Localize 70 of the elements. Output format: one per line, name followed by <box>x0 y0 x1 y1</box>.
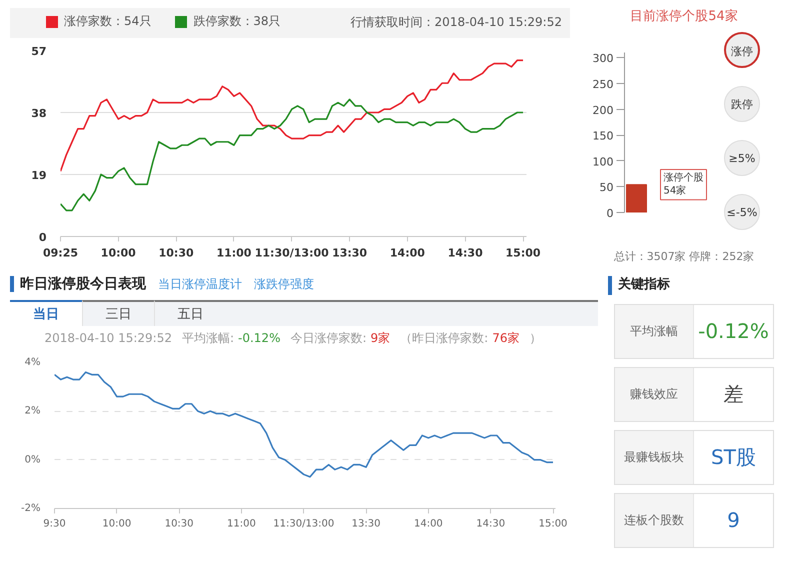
x-tick-label: 15:00 <box>538 518 568 530</box>
text: （昨日涨停家数: <box>400 331 488 345</box>
y-tick-label: 2% <box>24 406 41 417</box>
x-tick-label: 14:00 <box>390 246 426 260</box>
x-tick-label: 13:30 <box>332 246 368 260</box>
text: 今日涨停家数: <box>290 331 367 345</box>
y-tick-label: 200 <box>592 104 614 117</box>
x-tick-label: 9:30 <box>43 518 66 530</box>
x-tick-label: 14:30 <box>448 246 484 260</box>
tab: 五日 <box>154 300 226 326</box>
x-tick-label: 11:30/13:00 <box>254 246 330 260</box>
header-bar: 涨停家数：54只 跌停家数：38只 行情获取时间：2018-04-10 15:29:52 <box>10 8 570 38</box>
y-tick-label: 150 <box>592 130 614 143</box>
card-value-cell-text: 差 <box>722 381 744 408</box>
y-tick-label: 57 <box>31 45 47 58</box>
card-value-cell-text: -0.12% <box>697 318 770 346</box>
x-tick-label: 15:00 <box>506 246 541 260</box>
text: 涨停个股 54家 <box>664 172 704 197</box>
chart-title: 昨日涨停股今日表现 <box>10 276 146 292</box>
legend-label: 跌停家数：38只 <box>193 13 281 30</box>
line-series <box>54 371 554 478</box>
text: ） <box>529 331 542 345</box>
x-tick-label: 13:30 <box>352 518 380 530</box>
x-tick-label: 11:00 <box>227 518 256 530</box>
legend-label: 涨停家数：54只 <box>64 13 152 30</box>
button: 跌停 <box>724 86 760 122</box>
text: 目前涨停个股54家 <box>629 8 739 26</box>
y-tick-label: -2% <box>21 503 41 514</box>
y-tick-label: 50 <box>600 181 614 194</box>
link: 涨跌停强度 <box>254 277 314 291</box>
y-tick-label: 0% <box>24 454 41 466</box>
y-tick-label: 250 <box>592 78 614 91</box>
x-tick-label: 10:00 <box>100 246 136 260</box>
y-tick-label: 19 <box>31 169 47 182</box>
text: 2018-04-10 15:29:52 <box>44 331 172 345</box>
legend-item: 涨停家数：54只 <box>46 13 152 30</box>
x-tick-label: 11:30/13:00 <box>273 518 334 530</box>
x-tick-label: 11:00 <box>216 246 252 260</box>
card-label-cell: 赚钱效应 <box>615 368 694 421</box>
y-tick-label: 0 <box>606 207 614 220</box>
x-tick-label: 10:00 <box>102 518 132 530</box>
tab: 三日 <box>82 300 154 326</box>
card-label-cell: 连板个股数 <box>615 494 694 547</box>
card-value-cell-text: ST股 <box>710 444 757 472</box>
text: 总计：3507家 停牌：252家 <box>612 249 756 265</box>
button: ≥5% <box>724 140 760 176</box>
x-tick-label: 10:30 <box>158 246 194 260</box>
y-tick-label: 4% <box>24 357 41 368</box>
legend-item: 跌停家数：38只 <box>175 13 281 30</box>
button: 涨停 <box>724 32 760 68</box>
y-tick-label: 38 <box>31 107 47 120</box>
card-value-cell-text: 9 <box>726 507 741 534</box>
y-tick-label: 0 <box>38 231 47 244</box>
x-tick-label: 09:25 <box>42 246 78 260</box>
text: 关键指标 <box>608 276 670 295</box>
line-series <box>60 98 524 212</box>
y-tick-label: 300 <box>592 52 614 66</box>
line-series <box>60 59 524 172</box>
card-label-cell: 最赚钱板块 <box>615 431 694 484</box>
x-tick-label: 10:30 <box>164 518 194 530</box>
x-tick-label: 14:00 <box>414 518 443 530</box>
text: -0.12% <box>238 331 280 345</box>
text: 平均涨幅: <box>182 331 234 345</box>
x-tick-label: 14:30 <box>476 518 506 530</box>
card-label-cell: 平均涨幅 <box>615 305 694 358</box>
text: 76家 <box>492 331 520 345</box>
text: 9家 <box>370 331 390 345</box>
button: ≤-5% <box>724 194 760 230</box>
y-tick-label: 100 <box>592 155 614 168</box>
link: 当日涨停温度计 <box>158 277 242 291</box>
